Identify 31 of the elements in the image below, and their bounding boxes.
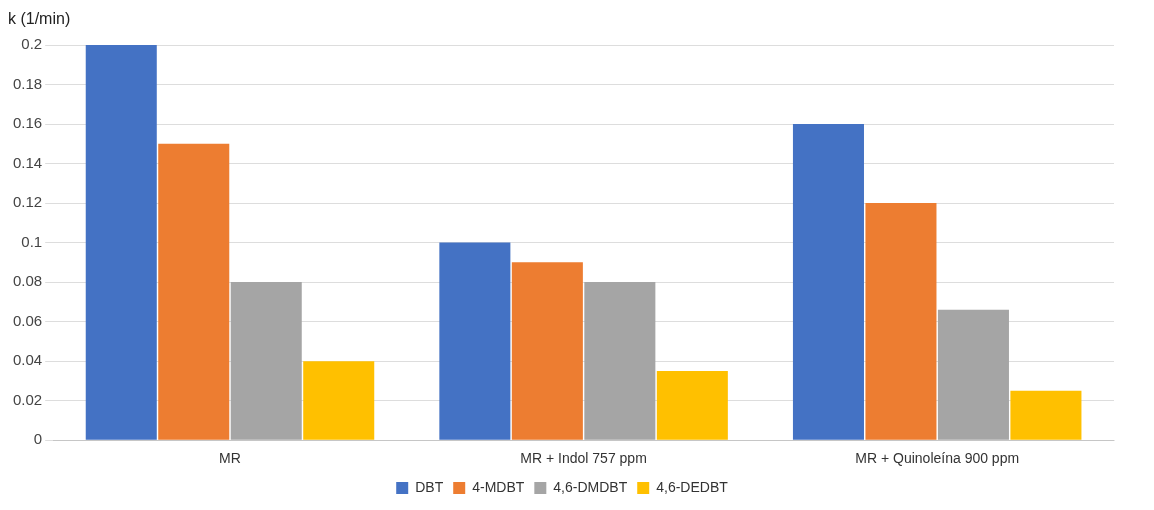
legend-label: DBT: [415, 478, 444, 495]
bar: [303, 361, 375, 440]
bar: [511, 262, 583, 440]
bar: [439, 242, 511, 440]
bar: [1010, 390, 1082, 440]
x-tick-label: MR + Quinoleína 900 ppm: [855, 450, 1020, 467]
bar: [937, 309, 1009, 440]
bar: [230, 282, 302, 440]
x-tick-label: MR: [219, 450, 241, 467]
bar: [584, 282, 656, 440]
legend-label: 4,6-DMDBT: [553, 478, 628, 495]
y-tick-label: 0: [33, 430, 43, 448]
bar: [865, 203, 937, 440]
y-tick-label: 0.06: [12, 311, 43, 329]
bar: [656, 371, 728, 440]
y-tick-label: 0.18: [12, 74, 43, 92]
y-tick-label: 0.14: [12, 153, 43, 171]
legend-label: 4,6-DEDBT: [656, 478, 729, 495]
y-tick-label: 0.04: [12, 351, 43, 369]
y-axis-title: k (1/min): [8, 10, 71, 28]
y-tick-label: 0.1: [21, 232, 43, 250]
legend-label: 4-MDBT: [472, 478, 525, 495]
x-tick-label: MR + Indol 757 ppm: [520, 450, 647, 467]
bar: [158, 143, 230, 440]
y-tick-label: 0.02: [12, 390, 43, 408]
y-tick-label: 0.2: [21, 35, 43, 53]
bar: [85, 45, 157, 440]
y-tick-label: 0.12: [12, 193, 43, 211]
y-tick-label: 0.16: [12, 114, 43, 132]
bar: [792, 124, 864, 440]
y-tick-label: 0.08: [12, 272, 43, 290]
